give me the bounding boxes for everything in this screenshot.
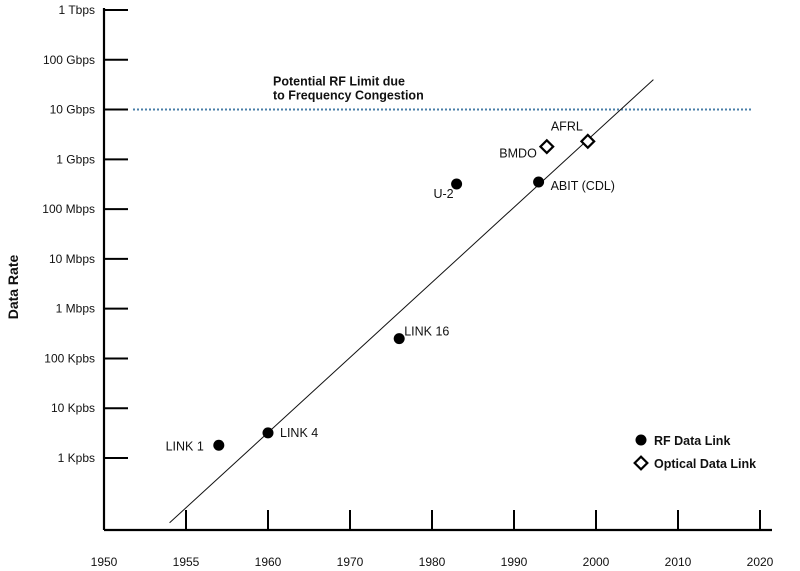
- x-tick-label: 1960: [255, 555, 282, 569]
- y-tick-label: 100 Gbps: [43, 53, 95, 67]
- rf-data-point: [262, 427, 274, 439]
- y-tick-label: 10 Gbps: [50, 103, 95, 117]
- rf-data-point: [451, 178, 463, 190]
- y-tick-label: 100 Mbps: [42, 202, 95, 216]
- x-tick-label: 1980: [419, 555, 446, 569]
- reference-line-group: Potential RF Limit due to Frequency Cong…: [133, 75, 752, 111]
- y-tick-label: 1 Tbps: [59, 3, 95, 17]
- x-tick-label: 2010: [665, 555, 692, 569]
- point-label: LINK 4: [280, 426, 318, 440]
- x-tick-label: 1950: [91, 555, 118, 569]
- y-tick-label: 100 Kpbs: [44, 351, 95, 365]
- y-tick-label: 10 Kpbs: [51, 401, 95, 415]
- point-label: U-2: [433, 187, 453, 201]
- rf-data-point: [213, 439, 225, 451]
- x-tick-label: 2000: [583, 555, 610, 569]
- optical-data-point: [538, 138, 555, 155]
- trend-line: [169, 79, 654, 524]
- x-tick-label: 1990: [501, 555, 528, 569]
- rf-data-point: [533, 176, 545, 188]
- optical-data-point: [579, 133, 596, 150]
- legend-optical-label: Optical Data Link: [654, 457, 756, 471]
- y-tick-label: 1 Kpbs: [58, 451, 95, 465]
- y-tick-label: 1 Mbps: [56, 302, 95, 316]
- data-points: LINK 1 LINK 4 LINK 16 U-2 ABIT (CDL) BMDO AFRL: [166, 119, 615, 453]
- legend-rf-marker: [635, 434, 647, 446]
- point-label: ABIT (CDL): [551, 179, 615, 193]
- point-label: LINK 16: [404, 325, 449, 339]
- point-label: BMDO: [499, 147, 537, 161]
- y-axis-title: Data Rate: [5, 255, 21, 320]
- point-label: AFRL: [551, 119, 583, 133]
- rf-limit-label-line2: to Frequency Congestion: [273, 89, 424, 103]
- axes: 1 Kpbs 10 Kpbs 100 Kpbs 1 Mbps 10 Mbps 100 Mb…: [42, 3, 773, 569]
- legend-optical-marker: [633, 455, 649, 471]
- rf-data-point: [393, 333, 405, 345]
- legend: RF Data Link Optical Data Link: [633, 434, 756, 471]
- x-tick-label: 1970: [337, 555, 364, 569]
- point-label: LINK 1: [166, 439, 204, 453]
- x-tick-label: 1955: [173, 555, 200, 569]
- y-tick-label: 10 Mbps: [49, 252, 95, 266]
- y-tick-label: 1 Gbps: [56, 152, 95, 166]
- rf-limit-label-line1: Potential RF Limit due: [273, 75, 405, 89]
- legend-rf-label: RF Data Link: [654, 434, 730, 448]
- x-tick-label: 2020: [747, 555, 774, 569]
